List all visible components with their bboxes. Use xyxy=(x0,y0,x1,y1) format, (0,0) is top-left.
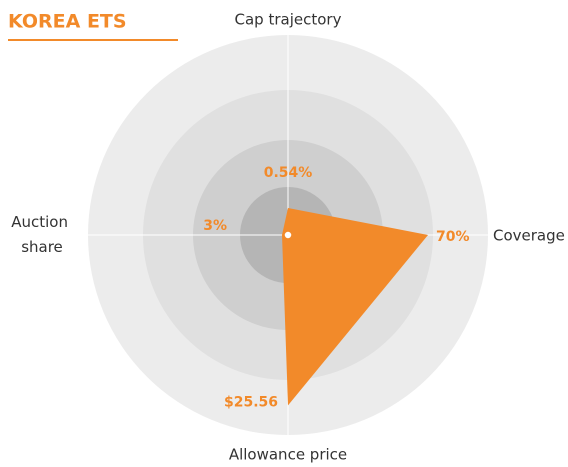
axis-label: Auction share xyxy=(11,213,73,256)
center-dot xyxy=(283,230,293,240)
value-label: 0.54% xyxy=(264,165,313,181)
axis-label: Allowance price xyxy=(229,446,347,464)
value-label: 3% xyxy=(203,218,227,234)
value-label: 70% xyxy=(436,229,470,245)
radar-area xyxy=(282,208,428,406)
chart-title: KOREA ETS xyxy=(8,11,127,33)
value-label: $25.56 xyxy=(224,394,278,410)
axis-label: Coverage xyxy=(493,227,565,245)
axis-label: Cap trajectory xyxy=(235,11,342,29)
